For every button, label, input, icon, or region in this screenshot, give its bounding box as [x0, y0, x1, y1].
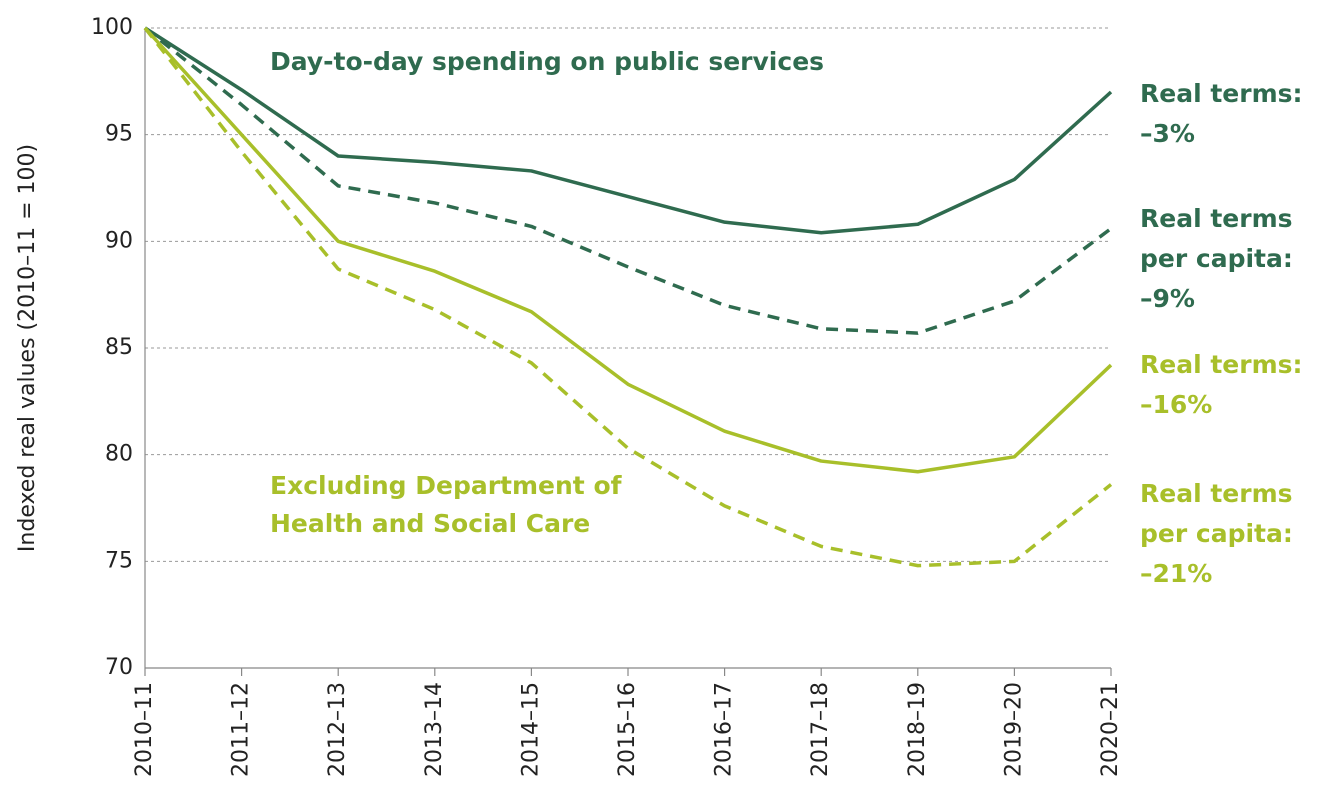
x-tick-label: 2020–21	[1098, 682, 1123, 777]
series-label: Real terms:	[1140, 350, 1303, 379]
x-tick-label: 2011–12	[229, 682, 254, 777]
series-label: –3%	[1140, 119, 1195, 148]
x-tick-label: 2019–20	[1001, 682, 1026, 777]
series-label: –16%	[1140, 390, 1212, 419]
series-label: Real terms	[1140, 479, 1293, 508]
series-label: Real terms:	[1140, 79, 1303, 108]
series-label: per capita:	[1140, 244, 1293, 273]
series-line	[144, 26, 1113, 235]
y-tick-label: 95	[105, 122, 133, 147]
x-tick-label: 2012–13	[325, 682, 350, 777]
y-axis-label: Indexed real values (2010–11 = 100)	[15, 144, 40, 552]
y-tick-label: 70	[105, 655, 133, 680]
y-tick-label: 75	[105, 548, 133, 573]
series-line	[143, 26, 1113, 568]
annotation: Day-to-day spending on public services	[270, 47, 824, 76]
y-tick-label: 90	[105, 228, 133, 253]
x-tick-label: 2016–17	[712, 682, 737, 777]
x-tick-label: 2014–15	[518, 682, 543, 777]
x-tick-label: 2015–16	[615, 682, 640, 777]
annotation: Excluding Department of	[270, 471, 623, 500]
series-label: Real terms	[1140, 204, 1293, 233]
y-tick-label: 85	[105, 335, 133, 360]
y-tick-label: 80	[105, 442, 133, 467]
annotation: Health and Social Care	[270, 509, 590, 538]
series-label: per capita:	[1140, 519, 1293, 548]
x-tick-label: 2010–11	[132, 682, 157, 777]
series-line	[143, 26, 1113, 474]
x-tick-label: 2013–14	[422, 682, 447, 777]
series-label: –21%	[1140, 559, 1212, 588]
y-tick-label: 100	[91, 15, 133, 40]
x-tick-label: 2018–19	[905, 682, 930, 777]
series-label: –9%	[1140, 284, 1195, 313]
series-line	[143, 26, 1113, 335]
x-tick-label: 2017–18	[808, 682, 833, 777]
